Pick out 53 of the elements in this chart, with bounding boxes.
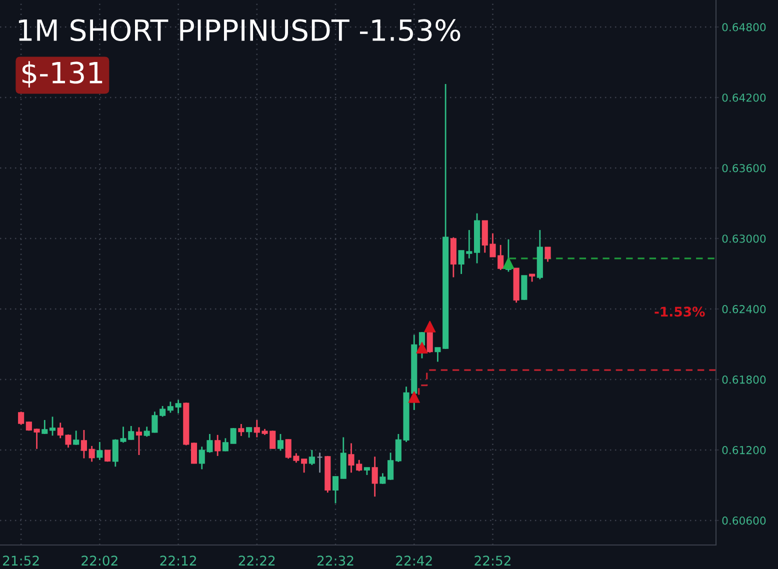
candlestick [42, 419, 48, 435]
candlestick [332, 476, 339, 504]
y-tick-label: 0.62400 [722, 305, 766, 314]
x-tick-label: 22:22 [238, 556, 275, 566]
candlestick [426, 330, 433, 354]
x-tick-label: 22:32 [317, 556, 354, 566]
candlestick [175, 399, 182, 414]
candlestick [301, 458, 308, 474]
y-tick-label: 0.63000 [722, 234, 766, 243]
point [424, 320, 436, 332]
candlestick [190, 442, 198, 464]
x-tick-label: 22:02 [82, 556, 118, 566]
candlestick [544, 246, 551, 262]
candlestick [316, 452, 323, 474]
candlestick [308, 449, 315, 466]
y-tick-label: 0.64800 [722, 23, 766, 32]
candlestick [246, 426, 252, 438]
candlestick [49, 416, 56, 436]
candlestick [34, 428, 40, 450]
y-tick-label: 0.63600 [722, 164, 766, 172]
candlestick [380, 472, 386, 485]
point [408, 391, 420, 403]
candlestick [80, 429, 87, 459]
candlestick [521, 275, 528, 301]
candlestick [434, 346, 441, 362]
x-tick-label: 22:12 [160, 556, 196, 566]
candlestick [18, 410, 24, 426]
candlestick [167, 400, 174, 414]
x-tick-label: 22:52 [474, 556, 510, 566]
y-tick-label: 0.60600 [722, 516, 766, 525]
x-tick-label: 21:52 [3, 556, 39, 566]
text: 1M SHORT PIPPINUSDT -1.53% [18, 19, 460, 42]
candlestick [238, 423, 244, 437]
y-tick-label: 0.61200 [722, 446, 766, 454]
candlestick [96, 441, 103, 461]
candlestick [230, 427, 236, 444]
point [416, 342, 428, 354]
candlestick [73, 430, 80, 446]
candlestick [388, 452, 394, 481]
candlestick [277, 433, 284, 452]
y-tick-label: 0.64200 [722, 94, 766, 102]
point [502, 257, 514, 269]
annotation: $-131 [22, 61, 102, 88]
candlestick [418, 331, 426, 360]
x-tick-label: 22:42 [396, 556, 432, 566]
candlestick [214, 434, 221, 457]
candlestick [88, 445, 95, 462]
candlestick [136, 426, 142, 456]
candlestick [222, 438, 228, 452]
candlestick [372, 456, 378, 498]
candlestick [160, 405, 166, 418]
annotation: -1.53% [654, 306, 705, 317]
y-tick-label: 0.61800 [722, 376, 766, 384]
